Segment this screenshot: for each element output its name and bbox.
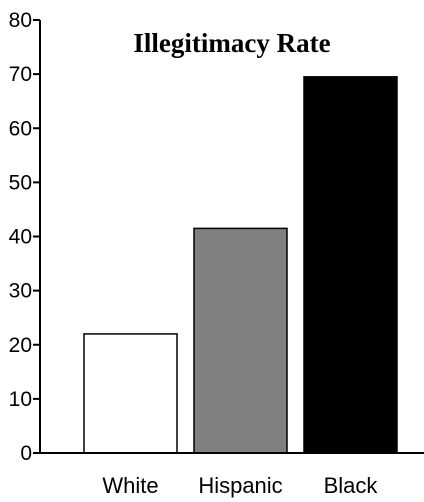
y-tick-label: 50 bbox=[9, 171, 32, 194]
y-tick-label: 80 bbox=[9, 9, 32, 32]
y-tick-label: 0 bbox=[20, 442, 32, 465]
y-tick-label: 40 bbox=[9, 226, 32, 249]
bar-hispanic bbox=[193, 227, 288, 454]
chart-title: Illegitimacy Rate bbox=[133, 28, 330, 58]
x-category-label: Black bbox=[324, 473, 379, 498]
y-tick-label: 60 bbox=[9, 117, 32, 140]
y-tick-label: 20 bbox=[9, 334, 32, 357]
bar-white bbox=[83, 333, 178, 454]
y-axis-ticks: 0 10 20 30 40 50 60 70 80 bbox=[9, 9, 40, 465]
y-tick-label: 10 bbox=[9, 388, 32, 411]
x-category-label: White bbox=[102, 473, 158, 498]
y-tick-label: 30 bbox=[9, 280, 32, 303]
x-category-label: Hispanic bbox=[198, 473, 282, 498]
y-tick-label: 70 bbox=[9, 63, 32, 86]
bars-group bbox=[83, 76, 398, 454]
bar-black bbox=[303, 76, 398, 454]
x-axis-labels: White Hispanic Black bbox=[102, 473, 378, 498]
